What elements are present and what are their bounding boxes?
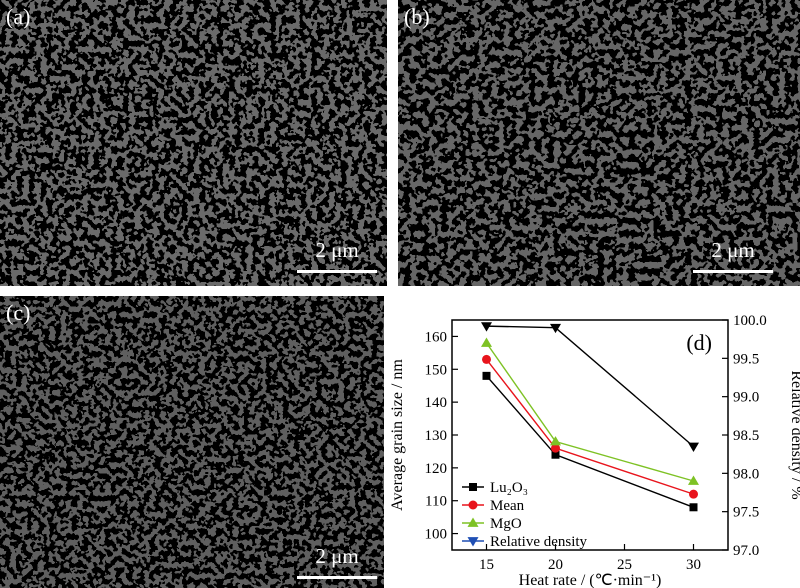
y2-tick-label: 97.0 <box>733 543 759 559</box>
legend-marker <box>467 517 479 527</box>
panel-label-d: (d) <box>686 330 712 355</box>
data-point <box>550 436 561 446</box>
y-tick-label: 130 <box>425 428 448 444</box>
data-point <box>688 475 699 485</box>
data-point <box>688 442 699 452</box>
y2-tick-label: 97.5 <box>733 505 759 521</box>
x-tick-label: 30 <box>686 557 701 573</box>
y2-tick-label: 99.5 <box>733 351 759 367</box>
scale-bar-b <box>693 270 773 273</box>
legend: Lu₂O₃ Mean MgO Relative density <box>462 480 588 550</box>
panel-label-a: (a) <box>6 4 31 29</box>
x-tick-label: 15 <box>479 557 494 573</box>
micrograph-b: (b) 2 μm <box>398 0 800 286</box>
legend-label: Mean <box>490 498 525 514</box>
legend-label: Lu₂O₃ <box>490 480 528 496</box>
x-tick-label: 25 <box>617 557 632 573</box>
data-point <box>482 354 491 364</box>
legend-label: MgO <box>490 516 522 532</box>
data-point <box>689 503 698 512</box>
chart-d: 100 110 120 130 140 150 160 97.0 97.5 98.0 98.5 99… <box>384 296 800 588</box>
scale-bar-a <box>297 270 377 273</box>
micrograph-a-image <box>0 0 387 286</box>
y2-axis-label: Relative density / % <box>788 370 800 499</box>
data-point <box>689 489 698 499</box>
y2-tick-label: 99.0 <box>733 390 759 406</box>
y2-tick-label: 100.0 <box>733 313 767 329</box>
scale-text-a: 2 μm <box>315 238 359 262</box>
scale-bar-c <box>297 576 377 579</box>
scale-text-c: 2 μm <box>315 544 359 568</box>
y-axis-label: Average grain size / nm <box>389 359 406 511</box>
y-tick-label: 100 <box>425 527 448 543</box>
panel-label-b: (b) <box>404 4 430 29</box>
data-point <box>481 322 492 332</box>
y2-tick-label: 98.0 <box>733 466 759 482</box>
data-point <box>550 323 561 334</box>
micrograph-c: (c) 2 μm <box>0 296 387 588</box>
scale-text-b: 2 μm <box>711 238 755 262</box>
y-tick-label: 120 <box>425 461 448 477</box>
data-point <box>482 371 491 380</box>
legend-marker <box>469 483 477 491</box>
legend-marker <box>468 500 478 510</box>
legend-marker <box>467 537 479 547</box>
y-tick-label: 150 <box>425 362 448 378</box>
data-point <box>551 450 560 459</box>
micrograph-a: (a) 2 μm <box>0 0 387 286</box>
micrograph-b-image <box>398 0 800 286</box>
y-tick-label: 140 <box>425 395 448 411</box>
data-point <box>481 337 492 347</box>
x-axis-label: Heat rate / (℃·min⁻¹) <box>519 572 662 588</box>
legend-label: Relative density <box>490 534 588 550</box>
y2-tick-label: 98.5 <box>733 428 759 444</box>
data-point <box>551 443 560 453</box>
micrograph-c-image <box>0 296 387 588</box>
panel-label-c: (c) <box>6 300 31 325</box>
x-tick-label: 20 <box>548 557 563 573</box>
y-tick-label: 160 <box>425 329 448 345</box>
y-tick-label: 110 <box>425 494 447 510</box>
